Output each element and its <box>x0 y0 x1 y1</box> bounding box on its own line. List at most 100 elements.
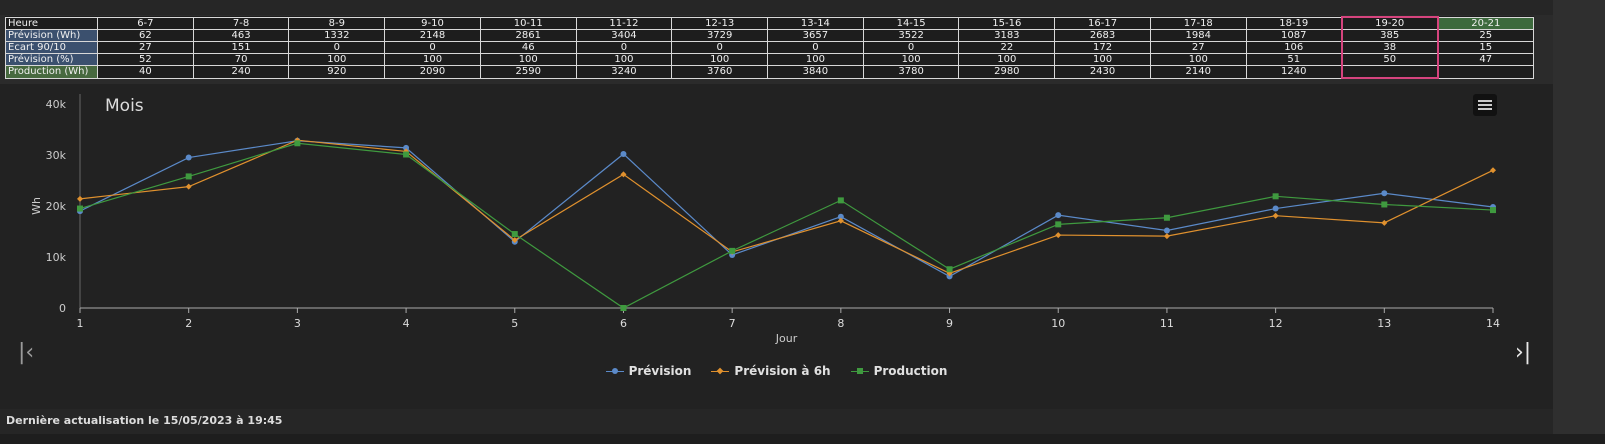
chart-panel: 0 10k 20k 30k 40k 1 2 3 4 5 6 7 8 9 10 11 12 13 14 Jour Wh M… <box>0 84 1553 409</box>
table-cell: 12-13 <box>671 16 769 30</box>
hamburger-icon-bar <box>1478 104 1492 106</box>
table-cell: 8-9 <box>288 16 386 30</box>
table-cell: 50 <box>1340 53 1439 66</box>
y-tick-label: 0 <box>59 302 66 315</box>
table-cell: 2090 <box>384 65 481 79</box>
table-cell: 25 <box>1437 29 1534 42</box>
legend-item[interactable]: Production <box>850 364 947 378</box>
x-tick-label: 8 <box>837 317 844 330</box>
hourly-forecast-table: Heure 6-7 7-8 8-9 9-10 10-11 11-12 12-13 13-14 14… <box>5 16 1534 79</box>
table-cell: 100 <box>384 53 481 66</box>
data-point <box>403 144 410 151</box>
table-cell: 3183 <box>958 29 1056 42</box>
table-cell: 15-16 <box>958 16 1056 30</box>
data-point <box>1163 214 1170 221</box>
data-point <box>1272 193 1279 200</box>
x-tick-label: 5 <box>511 317 518 330</box>
top-strip <box>0 0 1553 15</box>
last-update-text: Dernière actualisation le 15/05/2023 à 1… <box>6 414 283 427</box>
table-cell: 3840 <box>767 65 864 79</box>
table-cell: 17-18 <box>1149 16 1247 30</box>
table-cell: 3780 <box>862 65 960 79</box>
table-cell: 100 <box>767 53 864 66</box>
last-page-icon[interactable]: ›| <box>1515 340 1532 365</box>
table-cell: 20-21 <box>1437 16 1534 30</box>
table-cell: 920 <box>288 65 386 79</box>
table-cell: 100 <box>1054 53 1151 66</box>
x-tick-label: 10 <box>1051 317 1065 330</box>
table-cell: 40 <box>97 65 194 79</box>
data-point <box>185 154 192 161</box>
legend-swatch <box>850 368 869 374</box>
table-cell: 100 <box>575 53 673 66</box>
table-cell: 10-11 <box>479 16 577 30</box>
row-label: Prévision (Wh) <box>5 29 98 42</box>
data-point <box>1490 207 1496 214</box>
data-point <box>946 273 953 280</box>
legend-item[interactable]: Prévision à 6h <box>711 364 831 378</box>
y-tick-label: 40k <box>46 98 67 111</box>
x-tick-label: 9 <box>946 317 953 330</box>
table-cell: 100 <box>1149 53 1247 66</box>
data-point <box>1163 233 1170 240</box>
table-cell: 62 <box>97 29 194 42</box>
bottom-strip <box>0 434 1605 444</box>
table-cell: 3657 <box>767 29 864 42</box>
table-cell: 2590 <box>479 65 577 79</box>
table-cell: 27 <box>1149 41 1247 54</box>
series-line-Production <box>79 142 1494 309</box>
table-cell: 0 <box>288 41 386 54</box>
table-cell: 100 <box>479 53 577 66</box>
data-point <box>77 205 83 212</box>
chart-menu-button[interactable] <box>1473 94 1497 116</box>
x-tick-label: 14 <box>1486 317 1500 330</box>
data-point <box>620 171 627 178</box>
x-tick-label: 4 <box>403 317 410 330</box>
data-point <box>1381 219 1388 226</box>
table-cell: 100 <box>288 53 386 66</box>
table-cell: 70 <box>192 53 290 66</box>
y-axis-label: Wh <box>30 197 43 215</box>
table-cell: 3240 <box>575 65 673 79</box>
data-point <box>1490 167 1496 174</box>
table-cell: 2140 <box>1149 65 1247 79</box>
first-page-icon[interactable]: |‹ <box>18 340 35 365</box>
data-point <box>837 213 844 220</box>
table-cell: 18-19 <box>1245 16 1343 30</box>
table-cell: 1332 <box>288 29 386 42</box>
table-cell: 38 <box>1340 41 1439 54</box>
chart-title: Mois <box>105 96 144 116</box>
x-tick-label: 1 <box>77 317 84 330</box>
table-cell: 463 <box>192 29 290 42</box>
legend-item[interactable]: Prévision <box>605 364 692 378</box>
table-row: Production (Wh) 40 240 920 2090 2590 3240 3760 3… <box>5 65 1534 79</box>
x-tick-label: 11 <box>1160 317 1174 330</box>
table-cell: 51 <box>1245 53 1343 66</box>
x-tick-label: 13 <box>1377 317 1391 330</box>
data-point <box>729 247 736 254</box>
table-row: Prévision (Wh) 62 463 1332 2148 2861 3404 3729 3… <box>5 29 1534 42</box>
table-cell: 2980 <box>958 65 1056 79</box>
table-cell: 0 <box>862 41 960 54</box>
data-point <box>1381 201 1388 208</box>
legend-label: Prévision à 6h <box>734 364 831 378</box>
data-point <box>1055 212 1062 219</box>
chart-legend: Prévision Prévision à 6h Production <box>0 364 1553 378</box>
x-axis-label: Jour <box>775 332 798 345</box>
table-cell: 3404 <box>575 29 673 42</box>
table-row: Ecart 90/10 27 151 0 0 46 0 0 0 0 22 172 27 106 38 15 <box>5 41 1534 54</box>
table-cell: 22 <box>958 41 1056 54</box>
table-cell: 2430 <box>1054 65 1151 79</box>
table-cell: 3729 <box>671 29 769 42</box>
series-line-Prévision <box>79 140 1494 278</box>
table-cell: 106 <box>1245 41 1343 54</box>
y-tick-label: 10k <box>46 251 67 264</box>
x-tick-label: 7 <box>729 317 736 330</box>
table-cell: 0 <box>384 41 481 54</box>
table-cell: 2861 <box>479 29 577 42</box>
table-cell: 1984 <box>1149 29 1247 42</box>
series-line-Prévision à 6h <box>79 139 1494 274</box>
table-cell: 0 <box>575 41 673 54</box>
legend-label: Prévision <box>628 364 692 378</box>
